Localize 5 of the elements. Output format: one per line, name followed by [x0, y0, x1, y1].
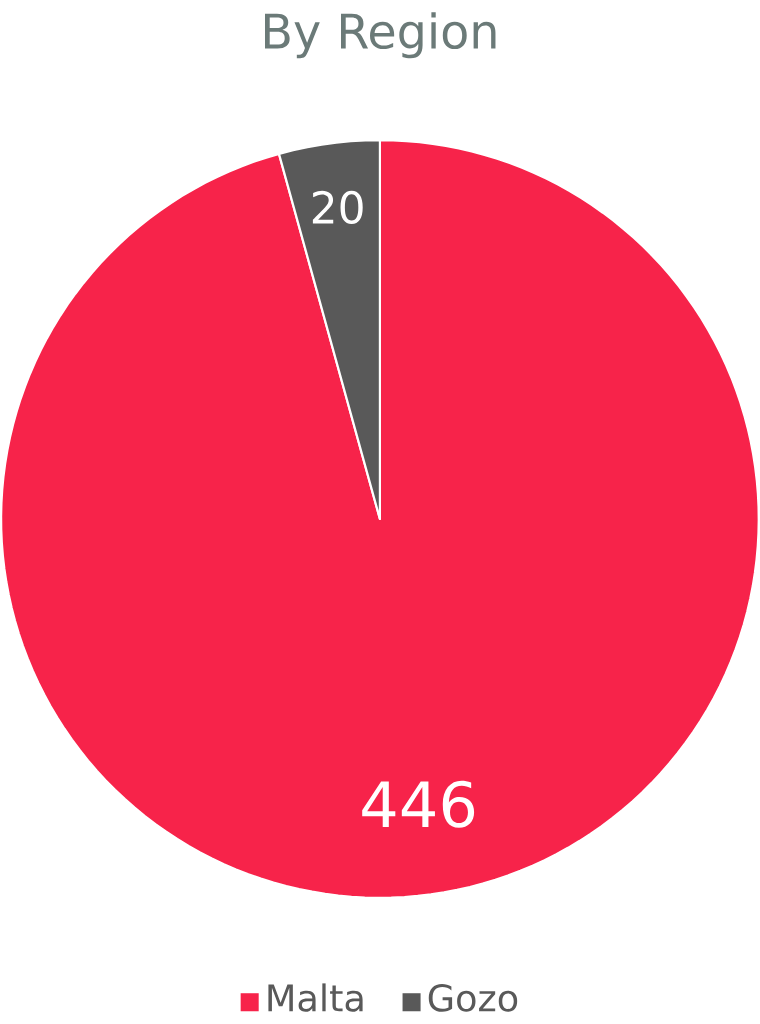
legend-label: Gozo: [428, 984, 518, 1012]
data-label: 446: [362, 780, 475, 828]
chart-title: By Region: [265, 12, 496, 59]
legend-label: Malta: [268, 983, 363, 1012]
data-label: 20: [312, 190, 363, 225]
